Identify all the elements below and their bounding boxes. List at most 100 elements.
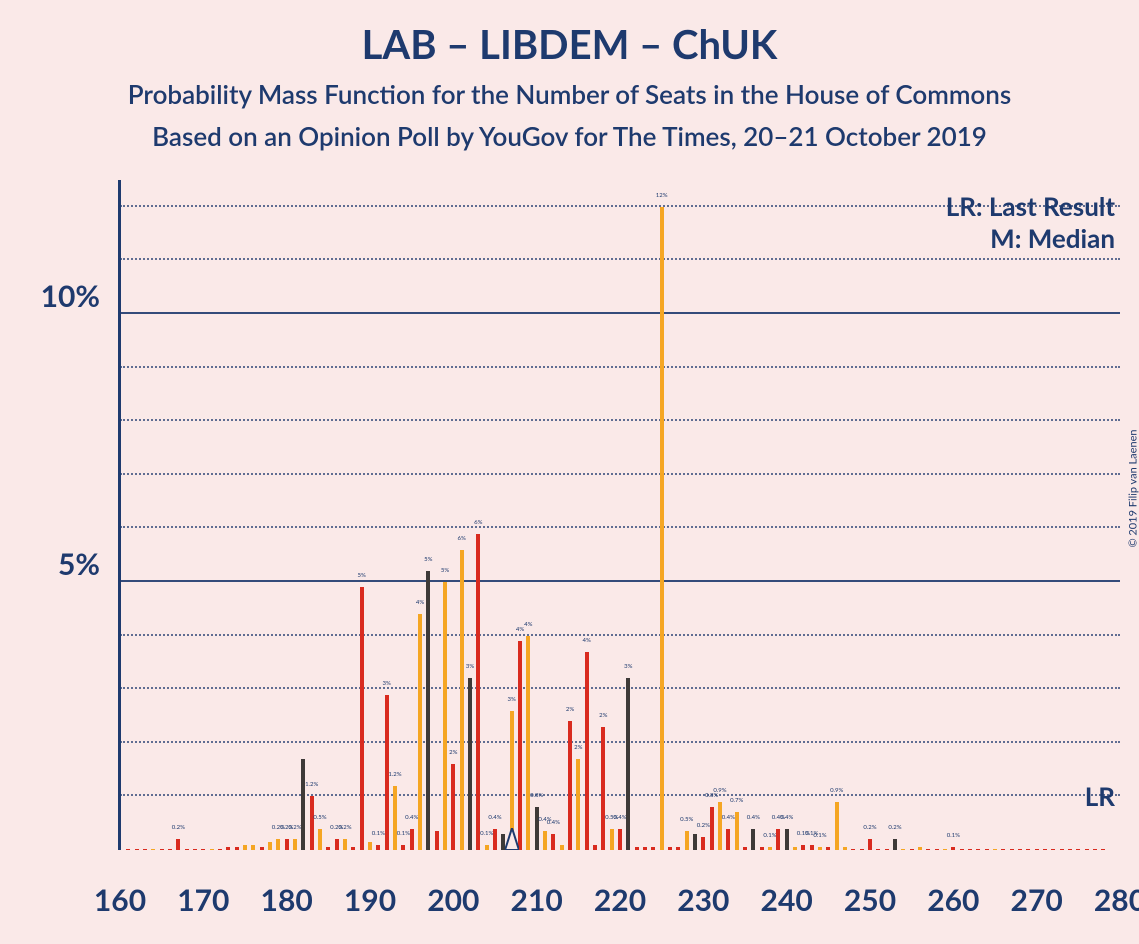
- bar: [226, 847, 230, 850]
- bar: [810, 845, 814, 850]
- bar: [1060, 849, 1064, 850]
- bar-value-label: 4%: [583, 637, 591, 644]
- bar: [868, 839, 872, 850]
- bar-value-label: 3%: [508, 696, 516, 703]
- x-tick-label: 230: [677, 882, 729, 918]
- bar-value-label: 2%: [574, 744, 582, 751]
- bar: [193, 849, 197, 850]
- bar: [293, 839, 297, 850]
- x-tick-label: 160: [94, 882, 146, 918]
- bar: [426, 571, 430, 850]
- bar-value-label: 0.4%: [488, 814, 501, 821]
- bar: [976, 849, 980, 850]
- bar-value-label: 6%: [474, 519, 482, 526]
- bar: [843, 847, 847, 850]
- bar: [401, 845, 405, 850]
- bar: [326, 847, 330, 850]
- bar: [351, 847, 355, 850]
- bar-value-label: 0.2%: [288, 824, 301, 831]
- bar: [218, 849, 222, 850]
- bars-layer: 0.2%0.2%0.2%0.2%1.2%0.5%0.2%0.2%5%0.1%3%…: [120, 180, 1120, 850]
- bar: [1035, 849, 1039, 850]
- bar: [676, 847, 680, 850]
- bar-value-label: 0.1%: [480, 830, 493, 837]
- bar: [610, 829, 614, 850]
- bar: [560, 845, 564, 850]
- bar: [260, 847, 264, 850]
- bar: [985, 849, 989, 850]
- bar: [1101, 849, 1105, 850]
- bar: [468, 678, 472, 850]
- bar-value-label: 1.2%: [388, 771, 401, 778]
- copyright-note: © 2019 Filip van Laenen: [1127, 429, 1139, 547]
- bar: [335, 839, 339, 850]
- bar-value-label: 0.4%: [547, 819, 560, 826]
- bar: [876, 849, 880, 850]
- plot: 5%10% 0.2%0.2%0.2%0.2%1.2%0.5%0.2%0.2%5%…: [110, 180, 1120, 880]
- bar: [776, 829, 780, 850]
- bar: [551, 834, 555, 850]
- bar-value-label: 0.9%: [830, 787, 843, 794]
- bar-value-label: 0.4%: [613, 814, 626, 821]
- bar: [1068, 849, 1072, 850]
- bar: [485, 845, 489, 850]
- x-tick-label: 250: [844, 882, 896, 918]
- bar: [718, 802, 722, 850]
- bar: [526, 636, 530, 850]
- bar: [1026, 849, 1030, 850]
- bar: [935, 849, 939, 850]
- x-tick-label: 170: [177, 882, 229, 918]
- x-tick-label: 240: [761, 882, 813, 918]
- bar: [285, 839, 289, 850]
- median-marker: [505, 828, 519, 850]
- bar: [960, 849, 964, 850]
- bar: [735, 812, 739, 850]
- bar: [968, 849, 972, 850]
- bar-value-label: 0.2%: [338, 824, 351, 831]
- bar: [1018, 849, 1022, 850]
- x-axis-labels: 160170180190200210220230240250260270280: [110, 882, 1120, 922]
- y-tick-label: 5%: [30, 546, 100, 582]
- bar-value-label: 0.1%: [397, 830, 410, 837]
- bar: [893, 839, 897, 850]
- bar-value-label: 2%: [599, 712, 607, 719]
- x-tick-label: 280: [1094, 882, 1139, 918]
- bar: [176, 839, 180, 850]
- bar-value-label: 0.1%: [372, 830, 385, 837]
- bar: [393, 786, 397, 850]
- bar: [301, 759, 305, 850]
- bar-value-label: 5%: [441, 567, 449, 574]
- bar: [493, 829, 497, 850]
- bar: [210, 849, 214, 850]
- bar: [835, 802, 839, 850]
- bar: [993, 849, 997, 850]
- x-tick-label: 200: [427, 882, 479, 918]
- bar-value-label: 0.4%: [722, 814, 735, 821]
- bar-value-label: 2%: [449, 749, 457, 756]
- bar-value-label: 0.1%: [813, 832, 826, 839]
- bar: [693, 834, 697, 850]
- bar: [268, 842, 272, 850]
- bar: [160, 849, 164, 850]
- bar: [668, 847, 672, 850]
- bar-value-label: 0.5%: [680, 816, 693, 823]
- bar: [826, 847, 830, 850]
- bar: [418, 614, 422, 850]
- bar: [460, 550, 464, 850]
- bar-value-label: 0.4%: [780, 814, 793, 821]
- bar: [635, 847, 639, 850]
- bar: [576, 759, 580, 850]
- bar-value-label: 0.2%: [863, 824, 876, 831]
- bar: [451, 764, 455, 850]
- chart-area: 5%10% 0.2%0.2%0.2%0.2%1.2%0.5%0.2%0.2%5%…: [110, 180, 1120, 880]
- bar: [168, 849, 172, 850]
- bar: [801, 845, 805, 850]
- x-tick-label: 190: [344, 882, 396, 918]
- bar: [585, 652, 589, 850]
- bar: [185, 849, 189, 850]
- bar: [443, 582, 447, 850]
- bar: [926, 849, 930, 850]
- bar: [618, 829, 622, 850]
- bar: [851, 849, 855, 850]
- bar: [1051, 849, 1055, 850]
